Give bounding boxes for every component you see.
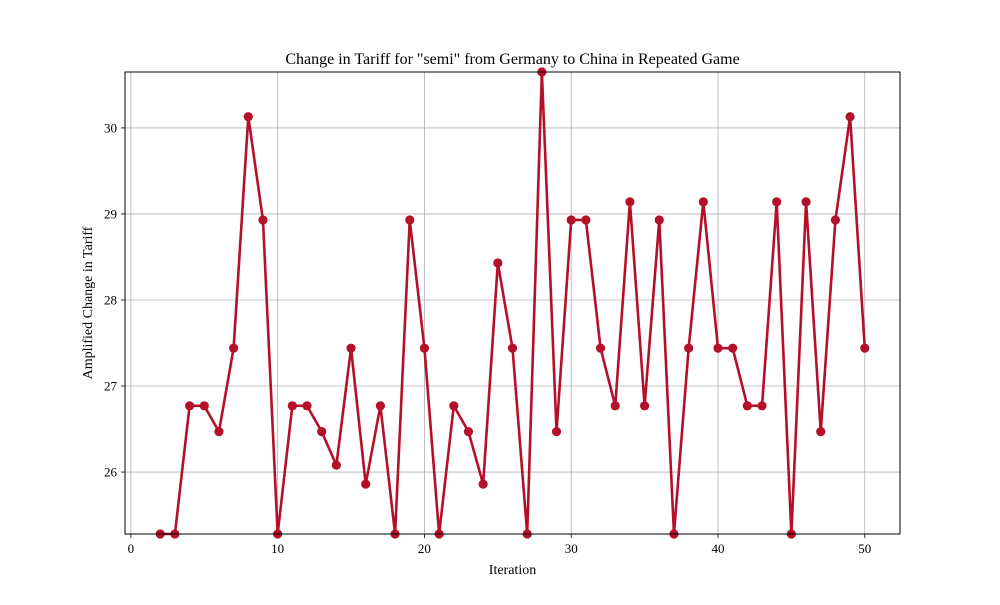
data-point (845, 112, 855, 122)
x-tick-label: 40 (711, 541, 724, 556)
data-point (449, 401, 459, 411)
data-point (713, 343, 723, 353)
y-tick-label: 26 (104, 465, 118, 480)
data-point (816, 427, 826, 437)
x-tick-label: 20 (418, 541, 431, 556)
data-point (375, 401, 385, 411)
data-point (317, 427, 327, 437)
y-tick-label: 28 (104, 292, 117, 307)
data-point (507, 343, 518, 353)
chart-title: Change in Tariff for "semi" from Germany… (285, 51, 739, 68)
x-tick-label: 50 (858, 541, 871, 556)
y-tick-label: 29 (104, 206, 117, 221)
data-point (728, 343, 738, 353)
data-point (801, 197, 811, 207)
data-point (463, 427, 474, 437)
y-tick-label: 30 (104, 120, 117, 135)
data-point (258, 215, 268, 225)
data-point (772, 197, 782, 207)
data-point (478, 479, 488, 489)
data-point (302, 401, 312, 411)
data-point (229, 343, 239, 353)
data-point (243, 112, 253, 122)
data-point (757, 401, 767, 411)
y-tick-label: 27 (104, 379, 118, 394)
data-point (581, 215, 591, 225)
data-point (184, 401, 195, 411)
axis-ticks: 0 10 20 30 40 50 26 27 28 29 30 (104, 120, 871, 556)
data-point (361, 479, 371, 489)
data-point (346, 343, 356, 353)
data-point (595, 343, 606, 353)
x-tick-label: 10 (271, 541, 284, 556)
plot-frame (124, 71, 901, 535)
y-axis-label: Amplified Change in Tariff (81, 226, 96, 379)
data-point (654, 215, 664, 225)
data-point (742, 401, 752, 411)
data-point (493, 258, 503, 268)
data-point (551, 427, 562, 437)
grid (125, 72, 900, 534)
x-axis-label: Iteration (489, 563, 536, 578)
data-point (214, 427, 224, 437)
data-point (199, 401, 209, 411)
data-point (625, 197, 635, 207)
x-tick-label: 0 (128, 541, 135, 556)
data-point (287, 401, 297, 411)
data-point (860, 343, 870, 353)
data-point (610, 401, 620, 411)
data-point (566, 215, 576, 225)
data-point (698, 197, 708, 207)
data-point (419, 343, 430, 353)
data-point (331, 460, 341, 470)
data-point (830, 215, 841, 225)
data-point (640, 401, 650, 411)
data-point (684, 343, 694, 353)
x-tick-label: 30 (565, 541, 578, 556)
data-point (405, 215, 415, 225)
